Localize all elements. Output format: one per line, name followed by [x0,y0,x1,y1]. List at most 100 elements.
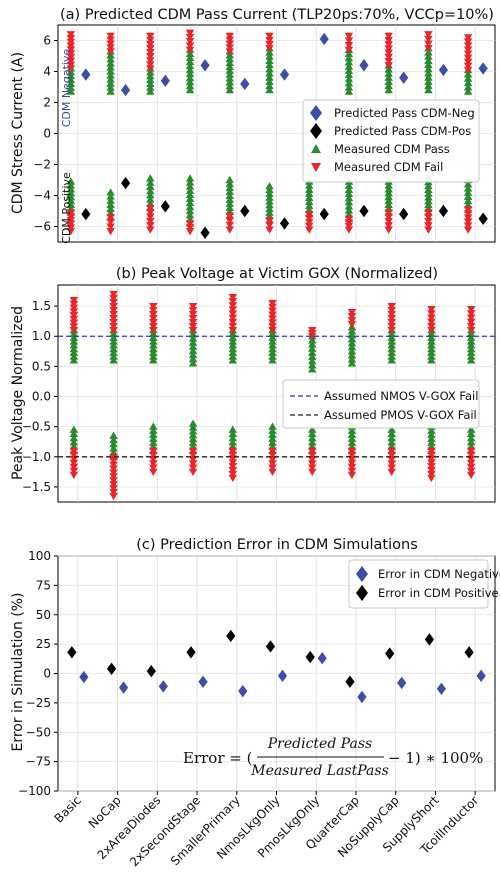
fail-marker [228,314,237,322]
fail-marker [347,312,357,321]
pass-marker [347,347,357,355]
fail-marker [149,447,158,455]
predicted-pos-marker [200,226,210,239]
pass-marker [466,425,476,433]
fail-marker [427,451,436,459]
pass-marker [69,337,79,345]
fail-marker [384,213,393,222]
fail-marker [463,226,473,234]
fail-marker [387,315,396,323]
pass-marker [188,431,198,439]
pass-marker [268,356,277,364]
fail-marker [305,210,314,219]
fail-marker [424,217,433,226]
fail-marker [347,317,357,325]
error-pos-marker [345,675,355,688]
pass-marker [188,346,198,355]
panel-a-ytick-label: −2 [33,158,51,172]
fail-marker [268,327,277,335]
fail-marker [228,318,237,327]
fail-marker [308,456,317,464]
fail-marker [427,463,436,471]
pass-marker [347,359,357,367]
fail-marker [66,216,76,225]
fail-marker [466,471,476,480]
predicted-neg-marker [200,59,210,72]
fail-marker [149,319,158,327]
pass-marker [308,356,317,365]
pass-marker [344,70,354,79]
pass-marker [66,87,76,95]
fail-marker [109,469,118,477]
fail-marker [149,468,158,477]
fail-marker [427,459,436,467]
fail-marker [225,32,234,41]
legend-nmos-label: Assumed NMOS V-GOX Fail [324,389,478,403]
pass-marker [308,365,317,373]
fail-marker [146,36,155,45]
pass-marker [146,178,155,186]
fail-marker [106,214,115,222]
pass-marker [69,425,79,433]
fail-marker [149,323,158,331]
fail-marker [344,226,354,234]
pass-marker [66,79,76,88]
pass-marker [146,71,155,80]
fail-marker [387,464,396,472]
predicted-pos-marker [359,204,369,218]
pass-marker [149,348,158,356]
panel-b-ylabel: Peak Voltage Normalized [10,306,26,480]
fail-marker [69,300,79,309]
pass-marker [265,60,274,69]
panel-a-ytick-label: −4 [33,189,51,203]
fail-marker [149,460,158,468]
pass-marker [384,181,393,189]
fail-marker [149,327,158,335]
fail-marker [466,467,476,476]
fail-marker [146,217,155,226]
pass-marker [427,333,436,341]
error-pos-marker [226,629,236,643]
pass-marker [305,201,314,210]
pass-marker [424,196,433,205]
error-neg-marker [158,680,168,693]
pass-marker [185,65,195,74]
pass-marker [427,438,436,446]
fail-marker [268,460,277,468]
pass-marker [225,195,234,203]
pass-marker [387,341,396,349]
pass-marker [424,81,433,90]
pass-marker [106,75,115,83]
fail-marker [427,305,436,314]
pass-marker [66,71,76,80]
fail-marker [109,488,118,497]
pass-marker [146,87,155,95]
pass-marker [265,69,274,77]
pass-marker [146,83,155,91]
fail-marker [188,319,198,327]
pass-marker [185,174,195,182]
legend-pass-marker [311,144,321,153]
pass-marker [146,79,155,88]
pass-marker [146,186,155,195]
error-neg-marker [476,669,486,683]
fail-marker [109,327,118,335]
formula-denominator: Measured LastPass [250,763,389,779]
fail-marker [347,308,357,317]
fail-marker [387,306,396,315]
fail-marker [424,209,433,217]
pass-marker [106,67,115,75]
fail-marker [66,61,76,69]
legend-err-pos-label: Error in CDM Positive [378,586,499,600]
pass-marker [66,75,76,84]
fail-marker [427,470,436,479]
pass-marker [106,71,115,79]
panel-c-ylabel: Error in Simulation (%) [10,592,26,751]
pass-marker [265,81,274,90]
fail-marker [268,315,277,323]
fail-marker [268,311,277,319]
fail-marker [188,315,198,323]
pass-marker [265,56,274,64]
pass-marker [305,189,314,197]
predicted-pos-marker [319,207,329,221]
